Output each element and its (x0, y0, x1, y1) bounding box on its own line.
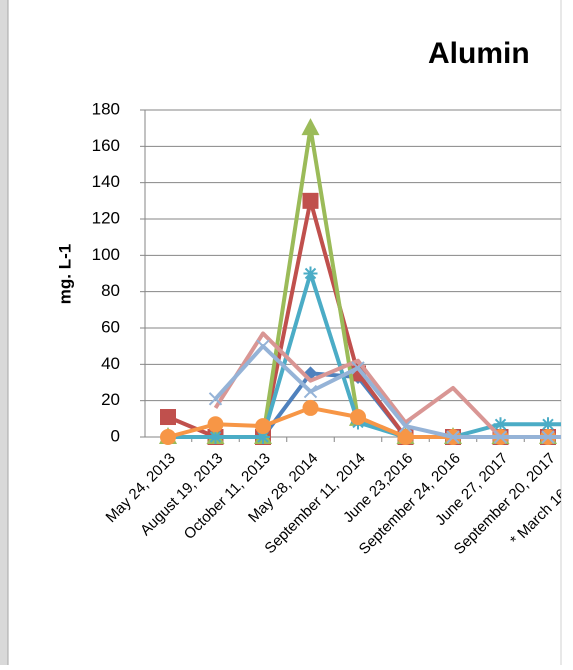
marker (302, 118, 320, 135)
y-tick-label: 60 (101, 317, 120, 336)
y-tick-label: 40 (101, 354, 120, 373)
marker (160, 429, 176, 445)
y-tick-label: 80 (101, 281, 120, 300)
marker (303, 193, 319, 209)
marker (304, 267, 318, 281)
marker (160, 409, 176, 425)
marker (255, 418, 271, 434)
marker (208, 416, 224, 432)
y-tick-label: 160 (92, 136, 120, 155)
y-tick-label: 140 (92, 172, 120, 191)
y-tick-label: 100 (92, 245, 120, 264)
y-tick-label: 20 (101, 390, 120, 409)
marker (257, 340, 269, 352)
y-tick-label: 120 (92, 208, 120, 227)
y-tick-label: 180 (92, 99, 120, 118)
marker (303, 400, 319, 416)
y-axis-label: mg. L-1 (55, 244, 74, 304)
series-line (168, 201, 573, 437)
series-line (168, 274, 573, 438)
x-tick-label: August 19, 2013 (137, 450, 226, 539)
sheet-edge (0, 0, 8, 665)
marker (350, 409, 366, 425)
chart-title: Alumin (428, 37, 530, 70)
y-tick-label: 0 (111, 426, 120, 445)
x-tick-label: October 11, 2013 (181, 450, 274, 543)
